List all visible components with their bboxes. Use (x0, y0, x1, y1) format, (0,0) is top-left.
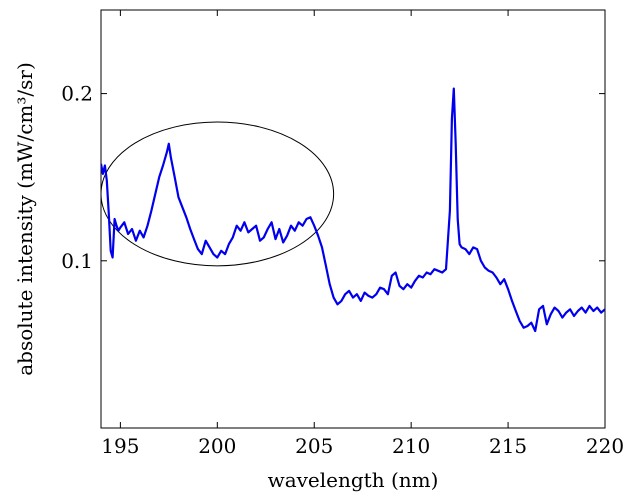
y-tick-label: 0.2 (61, 82, 93, 106)
y-tick-label: 0.1 (61, 249, 93, 273)
plot-frame (100, 9, 606, 429)
x-tick-label: 200 (198, 434, 236, 458)
x-tick-label: 210 (392, 434, 430, 458)
series-line (101, 87, 605, 333)
x-tick-label: 220 (586, 434, 624, 458)
data-points (100, 88, 606, 332)
y-axis: 0.1 0.2 (61, 82, 605, 273)
x-tick-label: 195 (101, 434, 139, 458)
x-tick-label: 205 (295, 434, 333, 458)
annotation-ellipse (101, 121, 335, 267)
x-axis-label: wavelength (nm) (268, 468, 439, 492)
x-axis: 195 200 205 210 215 220 (101, 10, 624, 458)
y-axis-label: absolute intensity (mW/cm³/sr) (13, 62, 37, 376)
x-tick-label: 215 (489, 434, 527, 458)
